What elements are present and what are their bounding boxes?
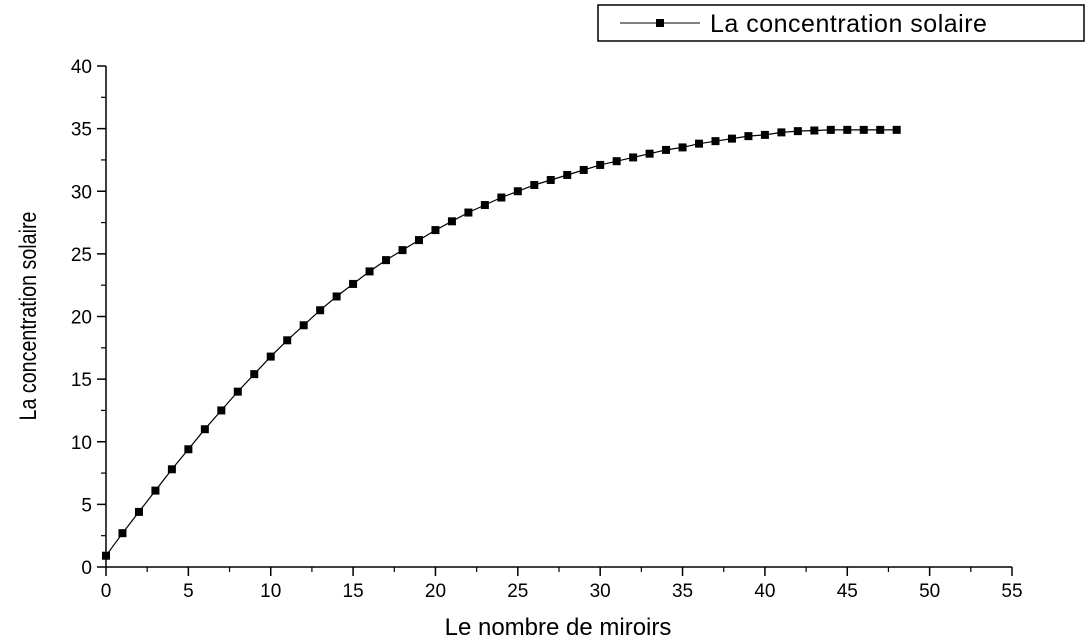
data-point bbox=[217, 406, 225, 414]
data-point bbox=[431, 226, 439, 234]
data-point bbox=[267, 353, 275, 361]
data-point bbox=[333, 292, 341, 300]
data-point bbox=[530, 181, 538, 189]
data-point bbox=[250, 370, 258, 378]
x-tick-label: 50 bbox=[919, 581, 940, 602]
axes: 0 5 10 15 20 25 30 35 40 45 50 55 0 5 10 15 20 25 30 35 40 bbox=[71, 57, 1023, 602]
x-tick-label: 5 bbox=[183, 581, 194, 602]
data-point bbox=[399, 246, 407, 254]
data-point bbox=[283, 336, 291, 344]
data-point bbox=[118, 529, 126, 537]
data-point bbox=[349, 280, 357, 288]
data-point bbox=[514, 187, 522, 195]
y-tick-label: 25 bbox=[71, 245, 92, 266]
data-point bbox=[860, 126, 868, 134]
data-point bbox=[794, 127, 802, 135]
x-tick-label: 10 bbox=[260, 581, 281, 602]
data-point bbox=[613, 157, 621, 165]
data-point bbox=[629, 153, 637, 161]
x-tick-label: 55 bbox=[1001, 581, 1022, 602]
data-point bbox=[547, 176, 555, 184]
data-point bbox=[728, 135, 736, 143]
x-tick-label: 30 bbox=[590, 581, 611, 602]
data-point bbox=[151, 487, 159, 495]
data-point bbox=[596, 161, 604, 169]
y-tick-label: 0 bbox=[81, 558, 92, 579]
data-point bbox=[843, 126, 851, 134]
data-point bbox=[580, 166, 588, 174]
data-point bbox=[481, 201, 489, 209]
data-point bbox=[777, 128, 785, 136]
y-tick-label: 5 bbox=[81, 495, 92, 516]
x-tick-label: 15 bbox=[343, 581, 364, 602]
data-point bbox=[415, 236, 423, 244]
data-point bbox=[744, 132, 752, 140]
x-axis-title: Le nombre de miroirs bbox=[445, 614, 672, 641]
data-point bbox=[893, 126, 901, 134]
data-point bbox=[234, 388, 242, 396]
series-layer bbox=[102, 126, 901, 560]
data-point bbox=[316, 306, 324, 314]
y-tick-label: 35 bbox=[71, 120, 92, 141]
data-point bbox=[876, 126, 884, 134]
data-point bbox=[662, 146, 670, 154]
legend: La concentration solaire bbox=[598, 5, 1084, 41]
data-point bbox=[563, 171, 571, 179]
data-point bbox=[168, 465, 176, 473]
data-point bbox=[102, 552, 110, 560]
y-tick-label: 20 bbox=[71, 308, 92, 329]
data-point bbox=[761, 131, 769, 139]
y-axis-title: La concentration solaire bbox=[14, 212, 41, 421]
data-point bbox=[448, 217, 456, 225]
data-point bbox=[201, 425, 209, 433]
x-tick-label: 35 bbox=[672, 581, 693, 602]
data-point bbox=[300, 321, 308, 329]
x-tick-label: 0 bbox=[101, 581, 112, 602]
data-point bbox=[827, 126, 835, 134]
y-tick-label: 30 bbox=[71, 182, 92, 203]
data-point bbox=[184, 445, 192, 453]
legend-label: La concentration solaire bbox=[710, 10, 987, 38]
data-point bbox=[695, 140, 703, 148]
x-tick-label: 40 bbox=[754, 581, 775, 602]
data-point bbox=[679, 143, 687, 151]
data-point bbox=[711, 137, 719, 145]
data-point bbox=[382, 256, 390, 264]
data-point bbox=[497, 194, 505, 202]
data-point bbox=[366, 267, 374, 275]
data-point bbox=[135, 508, 143, 516]
x-tick-label: 25 bbox=[507, 581, 528, 602]
data-point bbox=[464, 209, 472, 217]
legend-marker bbox=[656, 19, 664, 27]
data-point bbox=[810, 127, 818, 135]
y-tick-label: 15 bbox=[71, 370, 92, 391]
x-tick-label: 20 bbox=[425, 581, 446, 602]
x-tick-label: 45 bbox=[837, 581, 858, 602]
data-point bbox=[646, 150, 654, 158]
y-tick-label: 10 bbox=[71, 433, 92, 454]
y-tick-label: 40 bbox=[71, 57, 92, 78]
